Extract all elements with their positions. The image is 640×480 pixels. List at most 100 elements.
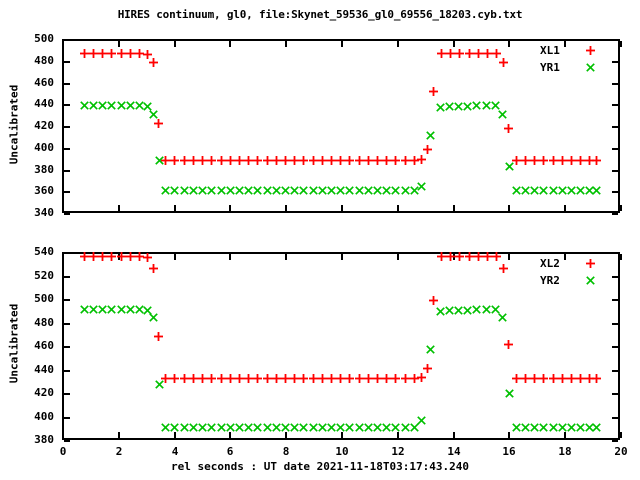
x-tick-top-bottom-8 [508,254,510,260]
legend-marker-YR2 [586,275,595,288]
y-tick-top-2 [64,170,70,172]
x-tick-top-bottom-1 [118,254,120,260]
y-tick-label-top-6: 460 [34,76,54,89]
y-tick-label-bottom-6: 500 [34,292,54,305]
x-tick-top-bottom-2 [174,254,176,260]
y-tick-label-top-4: 420 [34,119,54,132]
y-tick-right-top-7 [612,61,618,63]
x-tick-top-bottom-10 [620,254,622,260]
x-tick-label-0: 0 [59,445,67,458]
x-tick-top-top-5 [341,41,343,47]
legend-marker-XL2 [586,258,595,271]
x-tick-top-top-1 [118,41,120,47]
y-tick-label-bottom-4: 460 [34,339,54,352]
y-tick-label-bottom-2: 420 [34,386,54,399]
y-tick-bottom-7 [64,276,70,278]
y-tick-top-5 [64,104,70,106]
x-tick-top-9 [564,205,566,211]
x-tick-top-6 [397,205,399,211]
y-tick-bottom-5 [64,323,70,325]
y-tick-label-bottom-7: 520 [34,269,54,282]
y-tick-label-bottom-8: 540 [34,245,54,258]
y-tick-right-bottom-2 [612,393,618,395]
x-tick-top-0 [62,205,64,211]
y-tick-right-bottom-7 [612,276,618,278]
legend-label-YR1: YR1 [540,61,560,74]
x-tick-label-8: 16 [502,445,516,458]
y-tick-right-bottom-6 [612,299,618,301]
x-axis-label: rel seconds : UT date 2021-11-18T03:17:4… [170,460,469,473]
x-tick-top-top-4 [285,41,287,47]
x-tick-bottom-5 [341,432,343,438]
x-tick-top-top-2 [174,41,176,47]
y-tick-right-top-8 [612,39,618,41]
legend-label-XL2: XL2 [540,257,560,270]
x-tick-label-10: 20 [614,445,628,458]
y-tick-label-top-3: 400 [34,141,54,154]
x-tick-top-bottom-4 [285,254,287,260]
x-tick-top-top-7 [453,41,455,47]
y-tick-label-top-8: 500 [34,32,54,45]
y-tick-right-bottom-8 [612,252,618,254]
y-tick-top-1 [64,191,70,193]
x-tick-bottom-8 [508,432,510,438]
x-tick-label-3: 6 [226,445,234,458]
x-tick-label-4: 8 [282,445,290,458]
x-tick-top-bottom-0 [62,254,64,260]
x-tick-top-top-6 [397,41,399,47]
x-tick-top-7 [453,205,455,211]
y-tick-top-4 [64,126,70,128]
x-tick-bottom-9 [564,432,566,438]
x-tick-bottom-2 [174,432,176,438]
x-tick-top-top-3 [229,41,231,47]
y-tick-label-bottom-0: 380 [34,433,54,446]
x-tick-top-top-10 [620,41,622,47]
y-tick-right-top-3 [612,148,618,150]
y-tick-right-top-6 [612,83,618,85]
x-tick-label-2: 4 [171,445,179,458]
x-tick-top-bottom-5 [341,254,343,260]
y-tick-top-0 [64,213,70,215]
y-tick-label-bottom-1: 400 [34,410,54,423]
y-tick-bottom-2 [64,393,70,395]
y-tick-top-6 [64,83,70,85]
plot-area-top [62,39,620,213]
x-tick-top-3 [229,205,231,211]
x-tick-bottom-7 [453,432,455,438]
x-tick-top-top-9 [564,41,566,47]
page-title: HIRES continuum, gl0, file:Skynet_59536_… [117,8,523,21]
y-tick-right-top-1 [612,191,618,193]
x-tick-top-10 [620,205,622,211]
y-tick-label-bottom-5: 480 [34,316,54,329]
y-tick-label-bottom-3: 440 [34,363,54,376]
legend-label-YR2: YR2 [540,274,560,287]
plot-frame-top [62,39,620,213]
y-tick-bottom-1 [64,417,70,419]
legend-marker-XL1 [586,45,595,58]
y-tick-bottom-0 [64,440,70,442]
x-tick-label-6: 12 [391,445,405,458]
legend-marker-YR1 [586,62,595,75]
y-tick-label-top-2: 380 [34,163,54,176]
x-tick-label-7: 14 [447,445,461,458]
y-tick-bottom-4 [64,346,70,348]
y-tick-bottom-6 [64,299,70,301]
y-tick-right-top-4 [612,126,618,128]
x-tick-top-bottom-7 [453,254,455,260]
x-tick-bottom-0 [62,432,64,438]
x-tick-bottom-6 [397,432,399,438]
x-tick-bottom-4 [285,432,287,438]
y-tick-label-top-7: 480 [34,54,54,67]
y-tick-top-7 [64,61,70,63]
y-tick-right-top-5 [612,104,618,106]
x-tick-bottom-10 [620,432,622,438]
y-tick-bottom-3 [64,370,70,372]
plot-area-bottom [62,252,620,440]
x-tick-top-1 [118,205,120,211]
x-tick-top-5 [341,205,343,211]
x-tick-label-1: 2 [115,445,123,458]
y-tick-right-top-2 [612,170,618,172]
y-tick-label-top-1: 360 [34,184,54,197]
x-tick-bottom-1 [118,432,120,438]
